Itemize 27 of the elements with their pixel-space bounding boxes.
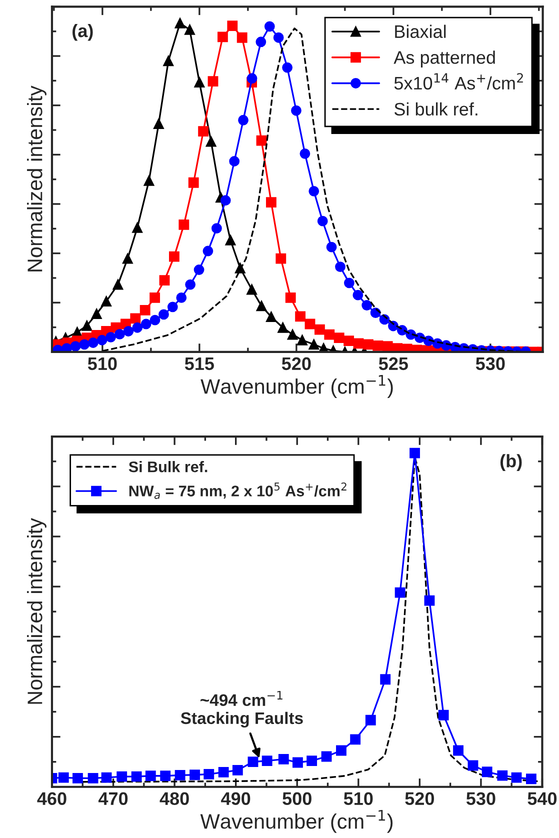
- x-tick-label: 500: [282, 792, 312, 806]
- x-tick-label: 490: [221, 792, 250, 806]
- annotation: (a): [72, 24, 93, 41]
- x-tick-label: 480: [160, 792, 189, 806]
- legend-label: Si Bulk ref.: [128, 461, 208, 472]
- x-tick-label: 540: [528, 792, 557, 806]
- legend-label: Biaxial: [395, 24, 446, 38]
- y-axis-title: Normalized intensity: [27, 518, 46, 704]
- annotation: ~494 cm$^{−1}$ Stacking Faults: [180, 690, 303, 728]
- x-tick-label: 510: [344, 792, 373, 806]
- x-tick-label: 470: [98, 792, 128, 806]
- x-tick-label: 460: [37, 792, 66, 806]
- x-axis-title: Wavenumber (cm$^{−1}$): [200, 375, 393, 398]
- x-tick-label: 510: [88, 357, 117, 370]
- legend-label: NW$_{a}$ = 75 nm, 2 x 10$^{5}$ As$^{+}$/cm$^{2}$: [129, 482, 346, 499]
- x-tick-label: 515: [184, 357, 214, 370]
- x-tick-label: 530: [466, 792, 496, 806]
- legend-label: As patterned: [394, 50, 495, 68]
- x-tick-label: 525: [378, 357, 408, 370]
- legend-label: 5x10$^{14}$ As$^{+}$/cm$^{2}$: [394, 73, 523, 90]
- x-tick-label: 530: [476, 357, 505, 370]
- annotation: (b): [500, 454, 522, 471]
- x-tick-label: 520: [405, 792, 434, 806]
- x-tick-label: 520: [282, 357, 311, 370]
- y-axis-title: Normalized intensity: [27, 86, 46, 272]
- x-axis-title: Wavenumber (cm$^{−1}$): [200, 810, 393, 833]
- legend-label: Si bulk ref.: [394, 102, 478, 116]
